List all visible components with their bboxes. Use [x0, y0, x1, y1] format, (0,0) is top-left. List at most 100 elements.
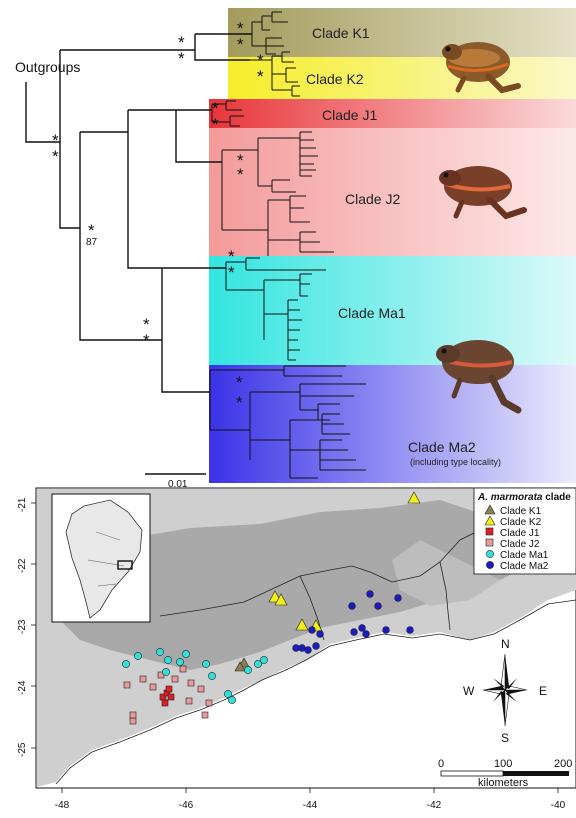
frog-photo-clade-ma [436, 340, 522, 414]
locality-ma1 [254, 660, 262, 668]
clade-j2-label: Clade J2 [345, 191, 400, 207]
clade-j1-label: Clade J1 [322, 107, 377, 123]
map-legend: A. marmorata clade Clade K1 Clade K2 Cla… [473, 487, 576, 575]
frog-photo-clade-j [439, 166, 527, 220]
locality-ma2 [366, 590, 374, 598]
clade-ma1-label: Clade Ma1 [338, 305, 406, 321]
y-tick-label: -25 [17, 742, 28, 757]
tree-tips [209, 11, 366, 479]
support-star: * [52, 147, 59, 166]
support-star: * [212, 99, 219, 118]
map-scalebar: 0 100 200 kilometers [438, 758, 572, 789]
support-star: * [178, 49, 185, 68]
clade-k1-band [228, 8, 576, 57]
scalebar-unit: kilometers [478, 777, 529, 789]
locality-ma1 [244, 666, 252, 674]
locality-j2 [179, 665, 187, 673]
support-star: * [52, 131, 59, 150]
inset-map [51, 493, 151, 623]
locality-j2 [187, 679, 195, 687]
clade-ma2-label: Clade Ma2 [408, 439, 476, 455]
legend-k2-marker [484, 515, 496, 526]
locality-k2 [295, 618, 309, 631]
locality-ma2 [362, 630, 370, 638]
locality-ma2 [382, 626, 390, 634]
locality-j2 [139, 675, 147, 683]
x-tick-label: -44 [303, 800, 318, 811]
y-tick-label: -24 [17, 680, 28, 695]
legend-ma2-label: Clade Ma2 [500, 561, 549, 572]
y-tick-label: -21 [17, 497, 28, 512]
map-panel: A. marmorata clade Clade K1 Clade K2 Cla… [17, 487, 576, 811]
locality-k2 [407, 491, 421, 504]
support-star: * [237, 151, 244, 170]
compass-s: S [501, 731, 509, 745]
locality-j2 [201, 711, 209, 719]
clade-k1-label: Clade K1 [312, 25, 370, 41]
map-y-tick-labels: -21 -22 -23 -24 -25 [17, 497, 28, 757]
locality-ma2 [308, 626, 316, 634]
locality-ma2 [304, 646, 312, 654]
legend-ma1-marker [486, 550, 494, 558]
compass-n: N [501, 637, 510, 651]
locality-ma2 [358, 624, 366, 632]
legend-k1-label: Clade K1 [500, 506, 542, 517]
locality-j1 [165, 685, 173, 693]
clade-k2-band [228, 57, 576, 99]
coastline [55, 599, 576, 785]
locality-j2 [123, 681, 131, 689]
locality-j2 [129, 717, 137, 725]
support-star: * [236, 373, 243, 392]
legend-title: A. marmorata clade [477, 492, 571, 503]
legend-j2-label: Clade J2 [500, 539, 540, 550]
clade-j1-band [209, 99, 576, 128]
x-tick-label: -42 [427, 800, 442, 811]
clade-labels: Clade K1 Clade K2 Clade J1 Clade J2 Clad… [306, 25, 501, 467]
locality-ma1 [228, 696, 236, 704]
locality-ma1 [134, 652, 142, 660]
locality-ma2 [350, 628, 358, 636]
legend-k2-label: Clade K2 [500, 517, 542, 528]
inset-locator-box [117, 560, 133, 570]
clade-ma1-band [209, 256, 576, 365]
locality-ma1 [208, 672, 216, 680]
scalebar-tick-100: 100 [494, 758, 512, 770]
locality-ma2 [316, 630, 324, 638]
support-star: * [257, 67, 264, 86]
locality-ma1 [164, 656, 172, 664]
y-tick-label: -22 [17, 558, 28, 573]
locality-j2 [205, 699, 213, 707]
clade-k2-label: Clade K2 [306, 71, 364, 87]
frog-photo-clade-k [442, 42, 521, 94]
clade-j2-band [209, 128, 576, 256]
locality-ma1 [156, 648, 164, 656]
locality-ma1 [202, 660, 210, 668]
locality-j2 [197, 685, 205, 693]
support-star: * [143, 331, 150, 350]
phylogeny-panel: * * * * * * * * * * * * * * * * * * * 87… [15, 8, 576, 490]
support-star: * [178, 33, 185, 52]
tree-scale-label: 0.01 [168, 479, 188, 490]
legend-j1-label: Clade J1 [500, 528, 540, 539]
support-values: * * * * * * * * * * * * * * * * * * * [52, 19, 264, 412]
locality-ma2 [406, 626, 414, 634]
support-star: * [236, 393, 243, 412]
support-star: * [237, 165, 244, 184]
compass-e: E [539, 684, 547, 698]
y-tick-label: -23 [17, 619, 28, 634]
locality-ma2 [312, 642, 320, 650]
legend-j2-marker [485, 538, 494, 547]
locality-ma1 [260, 656, 268, 664]
bootstrap-value: 87 [86, 237, 98, 248]
locality-ma1 [122, 660, 130, 668]
compass-rose: N S W E [463, 637, 547, 745]
locality-j1 [161, 699, 169, 707]
locality-j2 [129, 711, 137, 719]
tree-branches [25, 33, 252, 393]
locality-j1 [167, 693, 175, 701]
scalebar-tick-0: 0 [438, 758, 444, 770]
locality-ma2 [374, 602, 382, 610]
locality-ma1 [182, 650, 190, 658]
map-x-tick-labels: -48 -46 -44 -42 -40 [55, 800, 566, 811]
map-axes [31, 502, 559, 793]
